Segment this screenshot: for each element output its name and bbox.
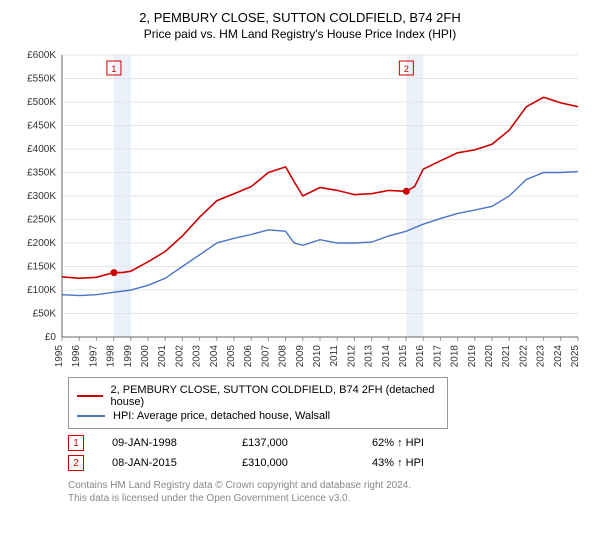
- svg-text:2007: 2007: [260, 345, 271, 368]
- svg-text:2019: 2019: [467, 345, 478, 368]
- svg-text:2025: 2025: [570, 345, 581, 368]
- sale-date: 09-JAN-1998: [112, 437, 242, 449]
- svg-text:£400K: £400K: [27, 144, 56, 155]
- chart-title-line2: Price paid vs. HM Land Registry's House …: [16, 27, 584, 41]
- svg-text:£50K: £50K: [33, 309, 57, 320]
- svg-text:£0: £0: [45, 332, 57, 343]
- legend-row: 2, PEMBURY CLOSE, SUTTON COLDFIELD, B74 …: [77, 384, 439, 408]
- legend-label: 2, PEMBURY CLOSE, SUTTON COLDFIELD, B74 …: [111, 384, 440, 408]
- svg-text:£450K: £450K: [27, 121, 56, 132]
- svg-text:2017: 2017: [432, 345, 443, 368]
- svg-text:2000: 2000: [140, 345, 151, 368]
- svg-text:2012: 2012: [346, 345, 357, 368]
- line-chart: £0 £50K £100K £150K £200K £250K £300K £350K £400…: [16, 49, 584, 369]
- svg-text:2: 2: [404, 64, 409, 74]
- legend-row: HPI: Average price, detached house, Wals…: [77, 410, 439, 422]
- sale-marker-badge: 1: [68, 435, 84, 451]
- svg-text:1997: 1997: [88, 345, 99, 368]
- svg-text:2005: 2005: [226, 345, 237, 368]
- sale-marker-badge: 2: [68, 455, 84, 471]
- sale-delta: 62% ↑ HPI: [372, 437, 502, 449]
- svg-text:2011: 2011: [329, 345, 340, 367]
- svg-text:£550K: £550K: [27, 74, 56, 85]
- svg-text:2014: 2014: [381, 345, 392, 368]
- svg-text:1: 1: [111, 64, 116, 74]
- svg-text:2003: 2003: [192, 345, 203, 368]
- svg-text:£500K: £500K: [27, 97, 56, 108]
- sale-date: 08-JAN-2015: [112, 457, 242, 469]
- sale-delta: 43% ↑ HPI: [372, 457, 502, 469]
- sale-row: 1 09-JAN-1998 £137,000 62% ↑ HPI: [68, 435, 584, 451]
- svg-text:2021: 2021: [501, 345, 512, 368]
- svg-text:£200K: £200K: [27, 238, 56, 249]
- svg-text:2020: 2020: [484, 345, 495, 368]
- svg-text:2001: 2001: [157, 345, 168, 368]
- svg-text:2008: 2008: [278, 345, 289, 368]
- legend-label: HPI: Average price, detached house, Wals…: [113, 410, 330, 422]
- sale-markers-table: 1 09-JAN-1998 £137,000 62% ↑ HPI 2 08-JA…: [68, 435, 584, 471]
- footnote-line: This data is licensed under the Open Gov…: [68, 492, 584, 505]
- svg-text:£150K: £150K: [27, 262, 56, 273]
- svg-text:2023: 2023: [536, 345, 547, 368]
- legend-swatch-price: [77, 395, 103, 397]
- svg-text:£600K: £600K: [27, 50, 56, 61]
- svg-text:2010: 2010: [312, 345, 323, 368]
- sale-row: 2 08-JAN-2015 £310,000 43% ↑ HPI: [68, 455, 584, 471]
- svg-text:2024: 2024: [553, 345, 564, 368]
- svg-text:2013: 2013: [364, 345, 375, 368]
- svg-text:1996: 1996: [71, 345, 82, 368]
- svg-text:£300K: £300K: [27, 191, 56, 202]
- svg-text:2016: 2016: [415, 345, 426, 368]
- svg-text:£350K: £350K: [27, 168, 56, 179]
- svg-text:2022: 2022: [518, 345, 529, 368]
- svg-text:2015: 2015: [398, 345, 409, 368]
- footnote-line: Contains HM Land Registry data © Crown c…: [68, 479, 584, 492]
- chart-svg: £0 £50K £100K £150K £200K £250K £300K £350K £400…: [16, 49, 584, 369]
- svg-text:2004: 2004: [209, 345, 220, 368]
- legend: 2, PEMBURY CLOSE, SUTTON COLDFIELD, B74 …: [68, 377, 448, 429]
- footnote: Contains HM Land Registry data © Crown c…: [68, 479, 584, 505]
- svg-text:£250K: £250K: [27, 215, 56, 226]
- svg-text:2006: 2006: [243, 345, 254, 368]
- svg-text:2009: 2009: [295, 345, 306, 368]
- svg-text:£100K: £100K: [27, 285, 56, 296]
- svg-text:1995: 1995: [54, 345, 65, 368]
- svg-text:2002: 2002: [174, 345, 185, 368]
- svg-text:2018: 2018: [450, 345, 461, 368]
- sale-price: £310,000: [242, 457, 372, 469]
- chart-title-line1: 2, PEMBURY CLOSE, SUTTON COLDFIELD, B74 …: [16, 10, 584, 25]
- sale-price: £137,000: [242, 437, 372, 449]
- svg-text:1999: 1999: [123, 345, 134, 368]
- legend-swatch-hpi: [77, 415, 105, 417]
- svg-text:1998: 1998: [106, 345, 117, 368]
